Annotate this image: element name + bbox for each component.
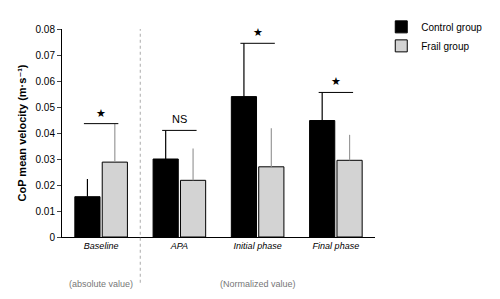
svg-text:0.03: 0.03 — [36, 154, 56, 165]
svg-text:0.02: 0.02 — [36, 180, 56, 191]
svg-text:NS: NS — [172, 113, 187, 125]
svg-text:★: ★ — [331, 75, 341, 87]
svg-text:★: ★ — [96, 107, 106, 119]
svg-text:APA: APA — [170, 241, 188, 251]
svg-text:0.07: 0.07 — [36, 50, 56, 61]
svg-text:0.06: 0.06 — [36, 76, 56, 87]
svg-text:Control group: Control group — [421, 22, 482, 33]
svg-text:Baseline: Baseline — [84, 241, 119, 251]
svg-text:Initial phase: Initial phase — [234, 241, 282, 251]
svg-text:0.08: 0.08 — [36, 24, 56, 35]
svg-text:Final phase: Final phase — [313, 241, 360, 251]
svg-text:0.04: 0.04 — [36, 128, 56, 139]
svg-text:CoP mean velocity (m·s⁻¹): CoP mean velocity (m·s⁻¹) — [16, 64, 28, 201]
svg-text:(Normalized value): (Normalized value) — [220, 279, 296, 289]
svg-text:0.05: 0.05 — [36, 102, 56, 113]
svg-text:★: ★ — [253, 26, 263, 38]
svg-text:0.01: 0.01 — [36, 206, 56, 217]
svg-text:Frail group: Frail group — [421, 41, 469, 52]
svg-text:0: 0 — [49, 232, 55, 243]
svg-text:(absolute value): (absolute value) — [69, 279, 133, 289]
